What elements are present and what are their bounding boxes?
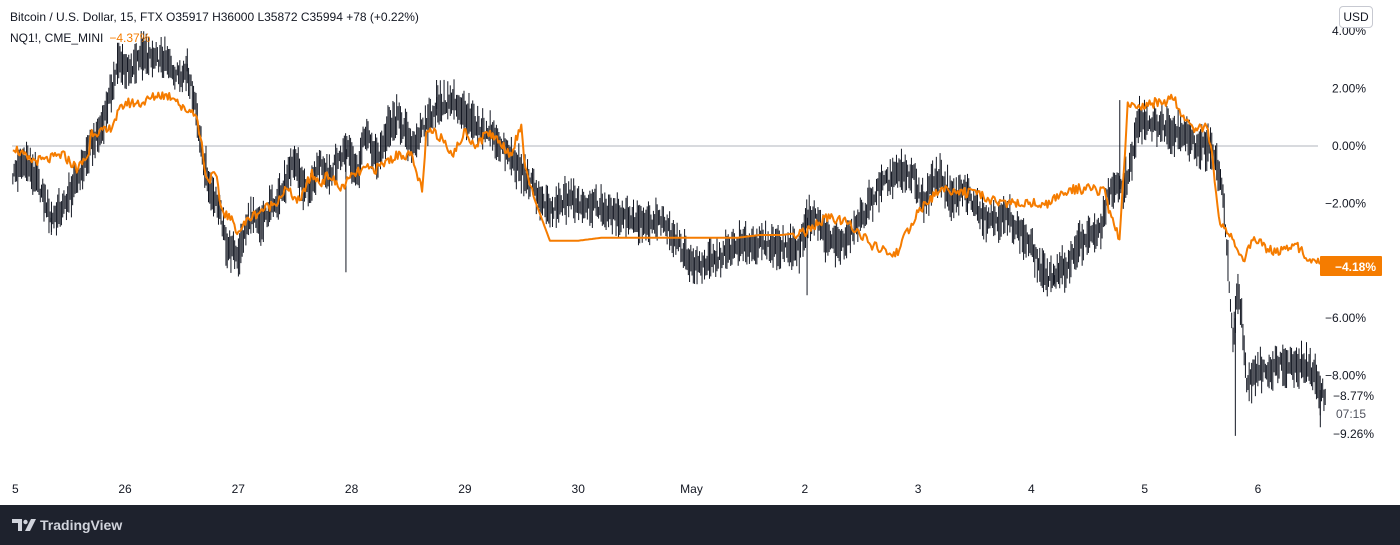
tradingview-logo-icon[interactable] bbox=[12, 517, 38, 533]
x-tick-label: 28 bbox=[345, 482, 359, 496]
btc-last-value-label: −8.77% bbox=[1333, 389, 1374, 403]
x-tick-label: 26 bbox=[118, 482, 132, 496]
currency-button[interactable]: USD bbox=[1339, 6, 1373, 28]
nq-last-value-label: −4.18% bbox=[1335, 260, 1376, 274]
nq-line bbox=[12, 91, 1326, 266]
nq-last-value-badge bbox=[1320, 255, 1382, 276]
btc-legend-label: Bitcoin / U.S. Dollar, 15, FTX O35917 H3… bbox=[10, 10, 419, 24]
btc-low-value-label: −9.26% bbox=[1333, 427, 1374, 441]
y-tick-label: −8.00% bbox=[1325, 369, 1366, 383]
x-tick-label: 2 bbox=[801, 482, 808, 496]
y-tick-label: −2.00% bbox=[1325, 196, 1366, 210]
nq-legend: NQ1!, CME_MINI −4.37% bbox=[10, 31, 150, 45]
x-tick-label: 29 bbox=[458, 482, 472, 496]
y-tick-label: 0.00% bbox=[1332, 139, 1366, 153]
tradingview-brand[interactable]: TradingView bbox=[40, 517, 123, 533]
x-tick-label: 5 bbox=[12, 482, 19, 496]
price-chart[interactable]: 4.00%2.00%0.00%−2.00%−4.00%−6.00%−8.00%5… bbox=[0, 0, 1400, 505]
btc-bar-countdown: 07:15 bbox=[1336, 407, 1366, 421]
x-tick-label: 3 bbox=[915, 482, 922, 496]
y-tick-label: 2.00% bbox=[1332, 82, 1366, 96]
x-tick-label: 5 bbox=[1141, 482, 1148, 496]
footer-bar: TradingView bbox=[0, 505, 1400, 545]
x-tick-label: 27 bbox=[232, 482, 246, 496]
x-tick-label: 30 bbox=[572, 482, 586, 496]
x-tick-label: 6 bbox=[1255, 482, 1262, 496]
x-tick-label: 4 bbox=[1028, 482, 1035, 496]
y-tick-label: −6.00% bbox=[1325, 311, 1366, 325]
nq-legend-change: −4.37% bbox=[109, 31, 151, 45]
btc-legend: Bitcoin / U.S. Dollar, 15, FTX O35917 H3… bbox=[10, 10, 419, 24]
nq-legend-label: NQ1!, CME_MINI bbox=[10, 31, 104, 45]
x-tick-label: May bbox=[680, 482, 703, 496]
